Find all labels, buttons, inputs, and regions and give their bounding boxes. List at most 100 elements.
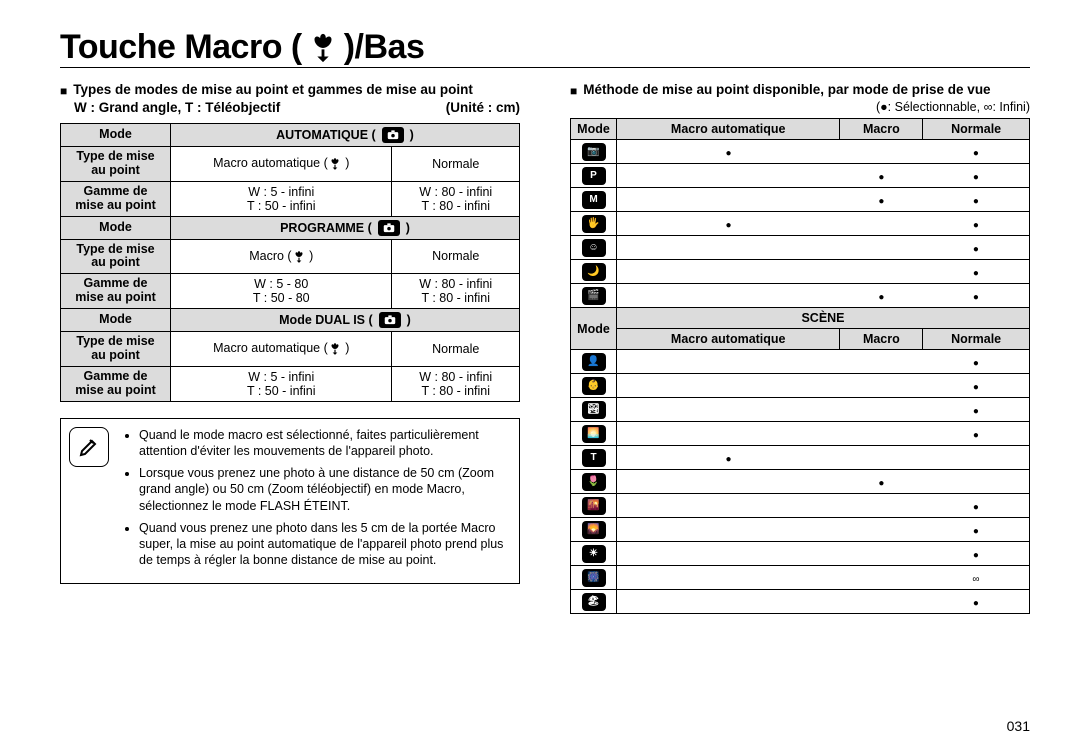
cell-macro (840, 260, 923, 284)
cell-macro: ● (840, 188, 923, 212)
cell-normal: ● (923, 542, 1030, 566)
square-bullet-icon: ■ (60, 84, 67, 98)
cell-normal: ● (923, 374, 1030, 398)
cell-macro (840, 140, 923, 164)
cell-normal: ● (923, 398, 1030, 422)
tulip-icon (328, 342, 342, 356)
type-b-cell: Normale (392, 239, 520, 274)
th-macro-auto: Macro automatique (617, 119, 840, 140)
mode-chip-icon: ☺ (582, 239, 606, 257)
cell-macro-auto (617, 284, 840, 308)
cell-macro (840, 398, 923, 422)
row-head-range: Gamme demise au point (61, 274, 171, 309)
mode-icon-cell: ☺ (571, 236, 617, 260)
mode-icon-cell: 🖐 (571, 212, 617, 236)
row-head-range: Gamme demise au point (61, 366, 171, 401)
mode-chip-icon: 🏞 (582, 401, 606, 419)
mode-icon-cell: 👤 (571, 350, 617, 374)
cell-normal: ● (923, 422, 1030, 446)
cell-normal: ∞ (923, 566, 1030, 590)
cell-macro-auto (617, 236, 840, 260)
th-macro-auto-2: Macro automatique (617, 329, 840, 350)
row-head-type: Type de miseau point (61, 239, 171, 274)
cell-macro (840, 446, 923, 470)
mode-icon-cell: ☀ (571, 542, 617, 566)
cell-macro-auto (617, 164, 840, 188)
title-text-after: )/Bas (344, 28, 425, 67)
mode-chip-icon: 🌇 (582, 497, 606, 515)
cell-macro-auto (617, 260, 840, 284)
mode-chip-icon: ☀ (582, 545, 606, 563)
cell-macro-auto (617, 494, 840, 518)
type-a-cell: Macro automatique ( ) (171, 332, 392, 367)
mode-chip-icon: 🏖 (582, 593, 606, 611)
th-mode-2: Mode (571, 308, 617, 350)
cell-macro-auto (617, 470, 840, 494)
type-b-cell: Normale (392, 332, 520, 367)
camera-icon (383, 313, 397, 327)
cell-normal: ● (923, 518, 1030, 542)
cell-normal: ● (923, 350, 1030, 374)
row-head-range: Gamme demise au point (61, 181, 171, 216)
mode-icon-cell: 🏞 (571, 398, 617, 422)
mode-chip-icon: 🖐 (582, 215, 606, 233)
mode-chip-icon: 👶 (582, 377, 606, 395)
cell-macro-auto (617, 518, 840, 542)
left-column: ■ Types de modes de mise au point et gam… (60, 82, 520, 614)
mode-chip-icon: 🎬 (582, 287, 606, 305)
th-macro: Macro (840, 119, 923, 140)
cell-macro-auto: ● (617, 140, 840, 164)
range-a-cell: W : 5 - 80T : 50 - 80 (171, 274, 392, 309)
cell-macro: ● (840, 164, 923, 188)
mode-chip-icon: P (582, 167, 606, 185)
mode-chip-icon: 🌄 (582, 521, 606, 539)
mode-icon-cell: 🌷 (571, 470, 617, 494)
cell-macro-auto (617, 188, 840, 212)
range-a-cell: W : 5 - infiniT : 50 - infini (171, 181, 392, 216)
type-b-cell: Normale (392, 147, 520, 182)
title-text-before: Touche Macro ( (60, 28, 302, 67)
cell-normal (923, 470, 1030, 494)
tulip-icon (292, 250, 306, 264)
cell-macro (840, 212, 923, 236)
right-heading-text: Méthode de mise au point disponible, par… (583, 82, 990, 97)
note-item: Quand vous prenez une photo dans les 5 c… (139, 520, 507, 569)
legend-text: (●: Sélectionnable, ∞: Infini) (570, 100, 1030, 114)
mode-icon (379, 312, 401, 328)
mode-chip-icon: 📷 (582, 143, 606, 161)
cell-normal: ● (923, 188, 1030, 212)
type-a-cell: Macro ( ) (171, 239, 392, 274)
cell-macro-auto (617, 590, 840, 614)
cell-normal: ● (923, 236, 1030, 260)
cell-macro (840, 494, 923, 518)
cell-macro (840, 422, 923, 446)
mode-header: PROGRAMME ( ) (171, 216, 520, 239)
th-mode: Mode (571, 119, 617, 140)
mode-icon-cell: 🎬 (571, 284, 617, 308)
type-a-cell: Macro automatique ( ) (171, 147, 392, 182)
left-subheading: W : Grand angle, T : Téléobjectif (Unité… (60, 100, 520, 115)
cell-macro-auto (617, 374, 840, 398)
cell-macro (840, 350, 923, 374)
left-section-heading: ■ Types de modes de mise au point et gam… (60, 82, 520, 98)
cell-normal: ● (923, 284, 1030, 308)
mode-chip-icon: 🎆 (582, 569, 606, 587)
range-b-cell: W : 80 - infiniT : 80 - infini (392, 181, 520, 216)
cell-macro-auto: ● (617, 212, 840, 236)
mode-header: Mode DUAL IS ( ) (171, 309, 520, 332)
cell-macro (840, 542, 923, 566)
mode-icon (378, 220, 400, 236)
page-title: Touche Macro ( )/Bas (60, 28, 1030, 67)
camera-icon (382, 221, 396, 235)
mode-chip-icon: T (582, 449, 606, 467)
note-item: Quand le mode macro est sélectionné, fai… (139, 427, 507, 460)
mode-icon-cell: M (571, 188, 617, 212)
mode-chip-icon: M (582, 191, 606, 209)
cell-macro-auto (617, 566, 840, 590)
cell-macro (840, 374, 923, 398)
cell-macro (840, 590, 923, 614)
cell-macro-auto (617, 422, 840, 446)
left-heading-text: Types de modes de mise au point et gamme… (73, 82, 473, 97)
right-column: ■ Méthode de mise au point disponible, p… (570, 82, 1030, 614)
note-item: Lorsque vous prenez une photo à une dist… (139, 465, 507, 514)
